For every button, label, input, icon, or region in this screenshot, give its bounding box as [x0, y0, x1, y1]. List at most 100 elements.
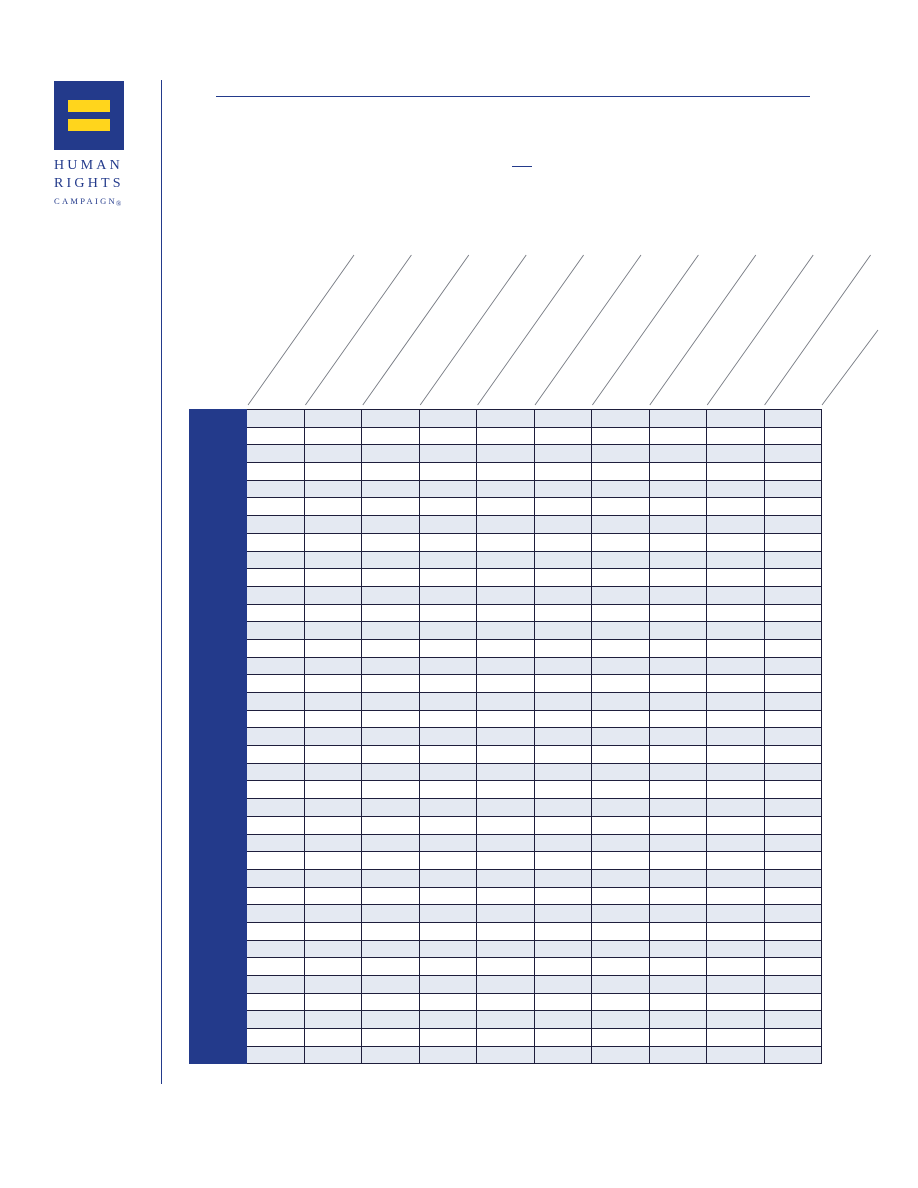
table-row: [189, 656, 822, 676]
row-header-cell: [189, 638, 247, 658]
table-cell: [763, 656, 822, 676]
table-cell: [706, 709, 765, 729]
table-cell: [533, 585, 592, 605]
table-cell: [763, 409, 822, 428]
table-cell: [303, 444, 362, 464]
table-cell: [591, 904, 650, 923]
table-cell: [533, 815, 592, 835]
table-cell: [246, 992, 305, 1012]
table-cell: [648, 585, 707, 605]
row-header-cell: [189, 621, 247, 640]
table-cell: [648, 462, 707, 481]
table-row: [189, 1010, 822, 1030]
table-cell: [533, 444, 592, 464]
table-cell: [706, 603, 765, 623]
table-cell: [648, 780, 707, 800]
table-cell: [533, 515, 592, 534]
table-cell: [418, 798, 477, 817]
table-cell: [418, 745, 477, 764]
table-cell: [533, 975, 592, 994]
table-cell: [361, 638, 420, 658]
table-cell: [361, 727, 420, 747]
table-cell: [706, 798, 765, 817]
table-cell: [246, 939, 305, 959]
table-cell: [706, 851, 765, 870]
table-cell: [303, 727, 362, 747]
table-row: [189, 692, 822, 711]
table-cell: [763, 851, 822, 870]
table-cell: [533, 532, 592, 552]
column-header-diagonals: [247, 254, 879, 406]
table-cell: [361, 656, 420, 676]
table-cell: [361, 1028, 420, 1047]
table-cell: [706, 479, 765, 499]
table-cell: [763, 515, 822, 534]
table-cell: [591, 568, 650, 587]
table-cell: [533, 780, 592, 800]
table-cell: [706, 815, 765, 835]
table-cell: [591, 727, 650, 747]
table-cell: [303, 798, 362, 817]
table-cell: [591, 497, 650, 517]
table-cell: [706, 1028, 765, 1047]
table-cell: [303, 497, 362, 517]
table-cell: [533, 1028, 592, 1047]
table-cell: [303, 904, 362, 923]
table-cell: [533, 992, 592, 1012]
table-cell: [591, 515, 650, 534]
table-cell: [476, 568, 535, 587]
table-cell: [246, 603, 305, 623]
table-cell: [706, 550, 765, 570]
wordmark-campaign: CAMPAIGN®: [54, 196, 121, 208]
table-cell: [591, 762, 650, 782]
table-cell: [706, 462, 765, 481]
row-header-cell: [189, 532, 247, 552]
table-cell: [418, 939, 477, 959]
table-cell: [648, 621, 707, 640]
table-cell: [361, 1045, 420, 1065]
row-header-cell: [189, 868, 247, 888]
table-cell: [418, 603, 477, 623]
table-cell: [418, 497, 477, 517]
table-cell: [533, 638, 592, 658]
table-cell: [361, 975, 420, 994]
table-cell: [361, 886, 420, 906]
table-cell: [763, 603, 822, 623]
table-cell: [763, 585, 822, 605]
row-header-cell: [189, 921, 247, 941]
table-row: [189, 992, 822, 1012]
column-header-diagonal: [419, 254, 527, 406]
row-header-cell: [189, 1010, 247, 1030]
table-cell: [246, 497, 305, 517]
table-cell: [648, 479, 707, 499]
table-cell: [361, 479, 420, 499]
table-row: [189, 762, 822, 782]
table-cell: [476, 798, 535, 817]
table-cell: [591, 426, 650, 446]
table-cell: [418, 957, 477, 976]
table-row: [189, 409, 822, 428]
table-cell: [418, 638, 477, 658]
table-cell: [303, 992, 362, 1012]
table-cell: [648, 674, 707, 693]
table-cell: [303, 656, 362, 676]
table-cell: [246, 638, 305, 658]
table-cell: [533, 621, 592, 640]
table-cell: [246, 833, 305, 853]
table-cell: [361, 409, 420, 428]
table-row: [189, 674, 822, 693]
table-cell: [763, 479, 822, 499]
wordmark-human: HUMAN: [54, 158, 123, 173]
row-header-cell: [189, 727, 247, 747]
table-cell: [648, 709, 707, 729]
table-row: [189, 851, 822, 870]
table-cell: [476, 532, 535, 552]
table-cell: [303, 1028, 362, 1047]
table-cell: [591, 462, 650, 481]
title-underline: [512, 166, 532, 167]
table-cell: [648, 886, 707, 906]
table-cell: [418, 921, 477, 941]
table-cell: [361, 603, 420, 623]
table-cell: [763, 745, 822, 764]
table-row: [189, 479, 822, 499]
